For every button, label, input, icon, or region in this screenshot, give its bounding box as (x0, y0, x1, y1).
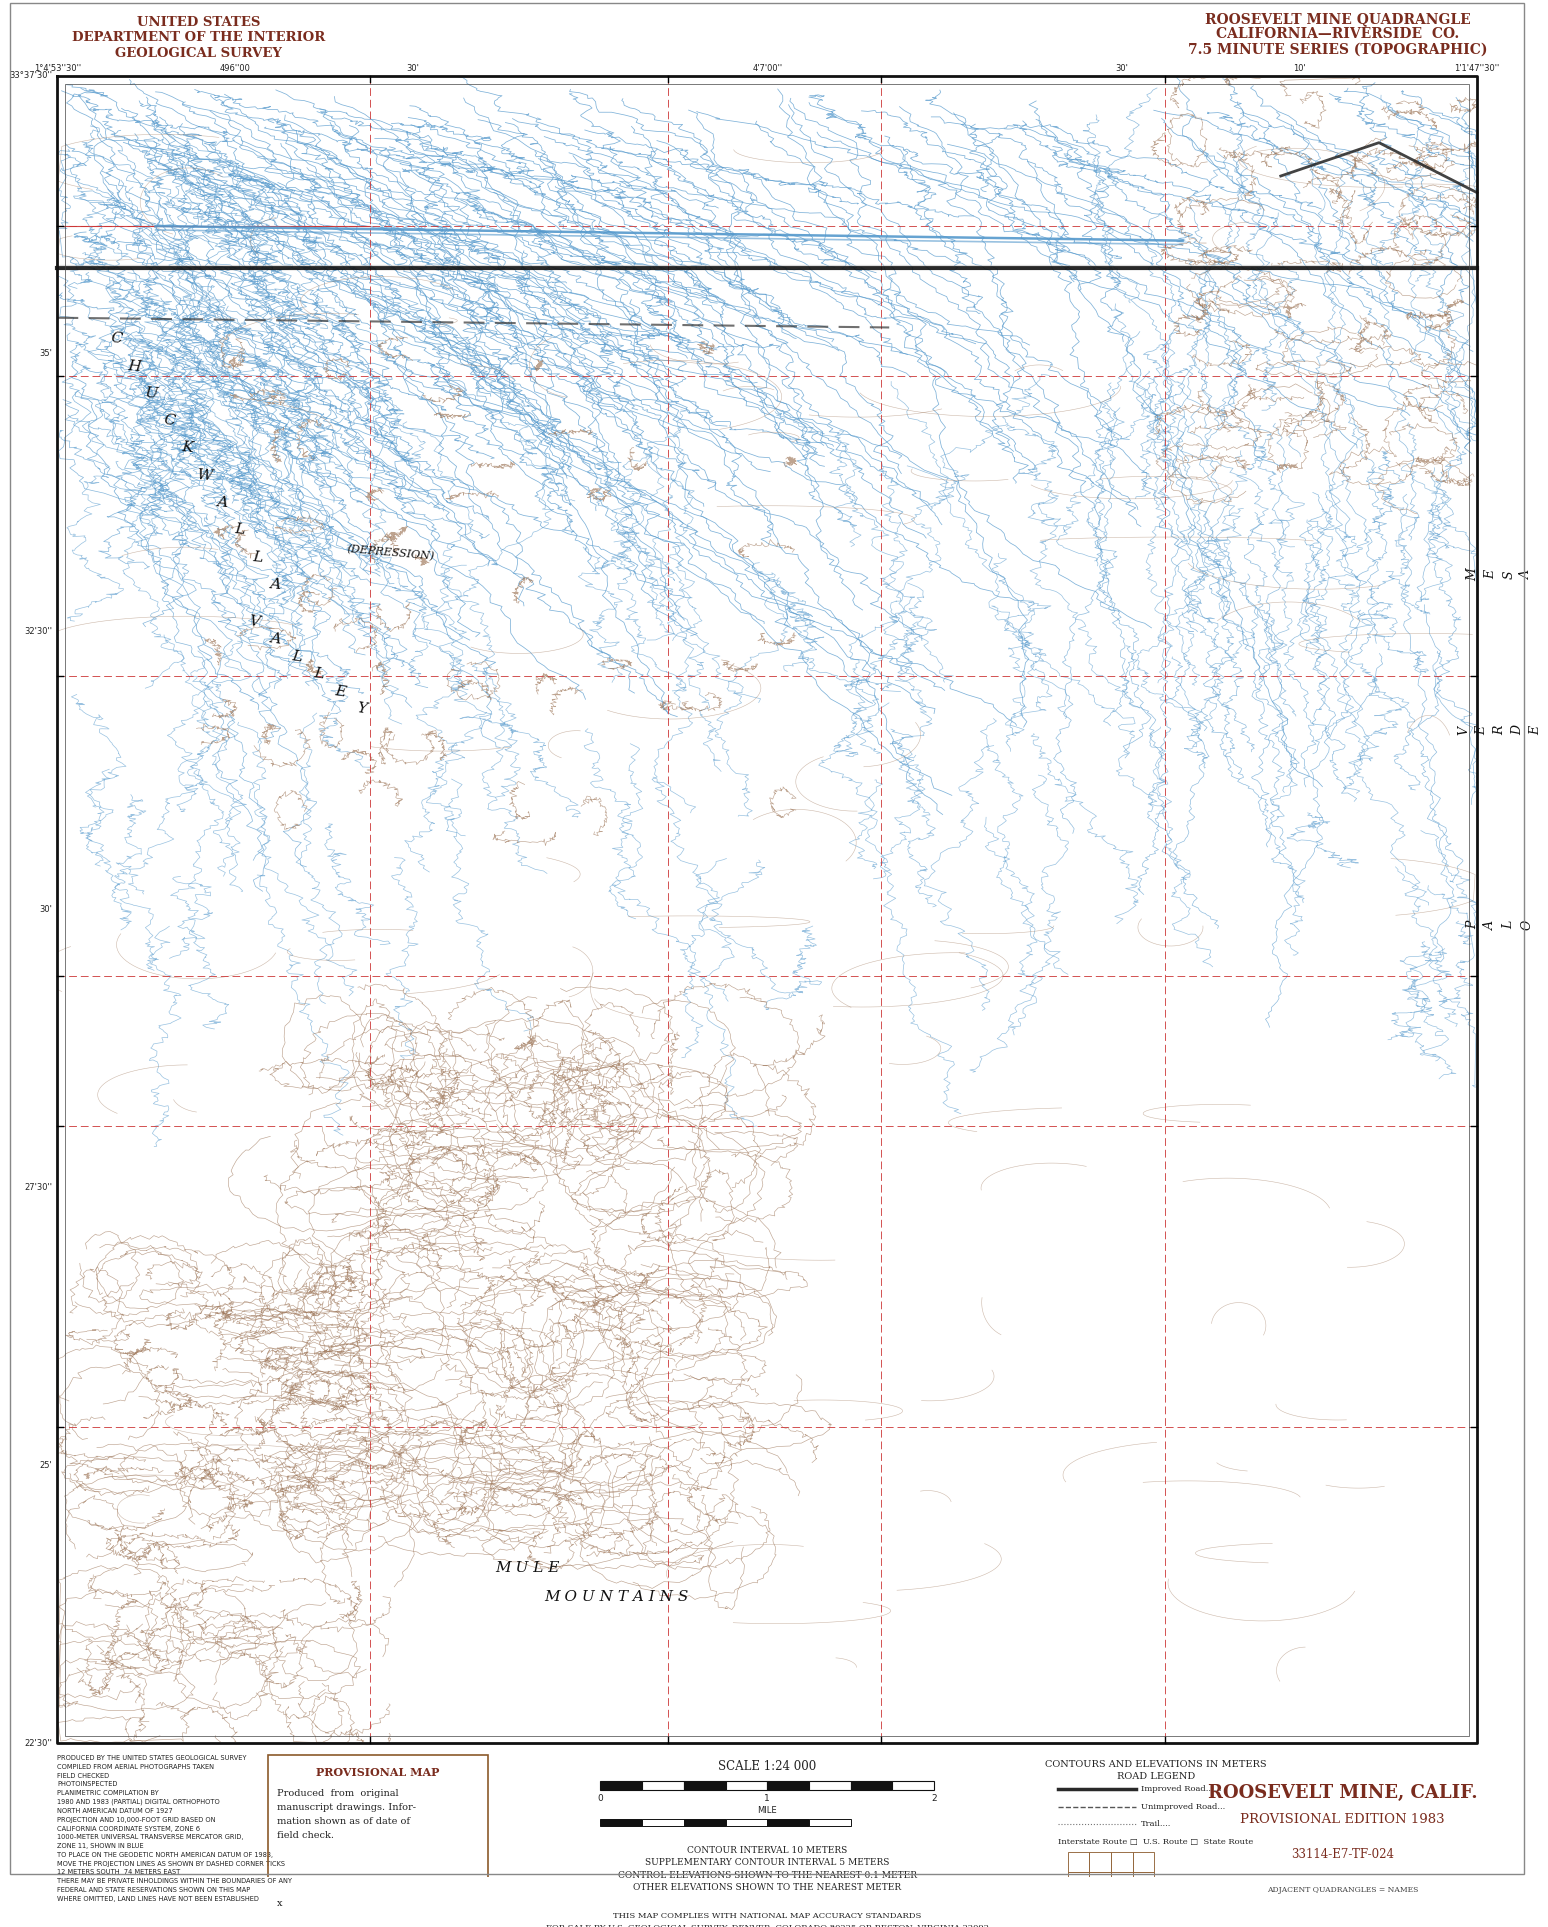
Text: 35': 35' (40, 349, 53, 358)
Text: 27'30'': 27'30'' (25, 1183, 53, 1193)
Bar (893, 1781, 933, 1790)
Text: 1: 1 (765, 1794, 771, 1804)
Bar (768, 1819, 810, 1827)
Text: P
A
L
O: P A L O (1466, 919, 1533, 931)
Text: CONTOUR INTERVAL 10 METERS
SUPPLEMENTARY CONTOUR INTERVAL 5 METERS
CONTROL ELEVA: CONTOUR INTERVAL 10 METERS SUPPLEMENTARY… (618, 1846, 916, 1892)
Text: ROOSEVELT MINE QUADRANGLE: ROOSEVELT MINE QUADRANGLE (1204, 12, 1471, 25)
Text: W: W (197, 468, 214, 484)
Text: UNITED STATES: UNITED STATES (138, 15, 260, 29)
Text: PROVISIONAL MAP: PROVISIONAL MAP (316, 1767, 440, 1779)
Bar (642, 1781, 684, 1790)
Text: 0: 0 (598, 1794, 604, 1804)
Text: 32'30'': 32'30'' (25, 628, 53, 636)
Text: 496''00: 496''00 (220, 64, 251, 73)
Bar (1111, 1892, 1133, 1912)
Text: A: A (269, 632, 282, 647)
Text: C: C (110, 331, 122, 347)
Bar (65, 83, 1469, 1736)
Bar (1090, 1871, 1111, 1892)
Text: A: A (269, 576, 282, 592)
Bar (851, 1781, 893, 1790)
Bar (1133, 1871, 1155, 1892)
Text: 22'30'': 22'30'' (25, 1738, 53, 1748)
Text: 10': 10' (1293, 64, 1307, 73)
Bar (1090, 1852, 1111, 1871)
Text: Y: Y (356, 701, 368, 717)
Bar (642, 1819, 684, 1827)
Bar (726, 1819, 768, 1827)
Bar (1090, 1892, 1111, 1912)
Text: V: V (248, 613, 260, 628)
Text: 33114-E7-TF-024: 33114-E7-TF-024 (1291, 1848, 1395, 1861)
Bar (57, 75, 1477, 1744)
Text: H: H (127, 358, 141, 374)
Text: 30': 30' (1116, 64, 1128, 73)
Text: 4'7'00'': 4'7'00'' (752, 64, 782, 73)
Text: M O U N T A I N S: M O U N T A I N S (543, 1590, 689, 1605)
Text: PRODUCED BY THE UNITED STATES GEOLOGICAL SURVEY
COMPILED FROM AERIAL PHOTOGRAPHS: PRODUCED BY THE UNITED STATES GEOLOGICAL… (57, 1755, 293, 1902)
Bar (810, 1781, 851, 1790)
Bar (1111, 1852, 1133, 1871)
Text: CALIFORNIA—RIVERSIDE  CO.: CALIFORNIA—RIVERSIDE CO. (1217, 27, 1460, 40)
Text: CONTOURS AND ELEVATIONS IN METERS
ROAD LEGEND: CONTOURS AND ELEVATIONS IN METERS ROAD L… (1045, 1759, 1266, 1781)
Text: PROVISIONAL EDITION 1983: PROVISIONAL EDITION 1983 (1240, 1813, 1444, 1827)
Text: C: C (163, 412, 176, 428)
Text: L: L (252, 549, 263, 565)
Text: M
E
S
A: M E S A (1466, 568, 1533, 580)
Text: E: E (334, 684, 347, 700)
Text: MILE: MILE (757, 1806, 777, 1815)
Text: L: L (234, 522, 246, 538)
Text: L: L (313, 667, 325, 682)
Text: Interstate Route □  U.S. Route □  State Route: Interstate Route □ U.S. Route □ State Ro… (1059, 1838, 1254, 1846)
Text: DEPARTMENT OF THE INTERIOR: DEPARTMENT OF THE INTERIOR (73, 31, 325, 44)
Text: (DEPRESSION): (DEPRESSION) (347, 543, 435, 563)
Bar (1068, 1871, 1090, 1892)
Text: 1°4'53''30'': 1°4'53''30'' (34, 64, 80, 73)
Text: 30': 30' (40, 906, 53, 913)
Bar (268, 1755, 489, 1912)
Bar (810, 1819, 851, 1827)
Text: K: K (181, 441, 194, 455)
Text: 33°37'30'': 33°37'30'' (9, 71, 53, 81)
Text: x: x (277, 1900, 283, 1908)
Bar (684, 1781, 726, 1790)
Bar (601, 1819, 642, 1827)
Bar (1111, 1871, 1133, 1892)
Bar (726, 1781, 768, 1790)
Text: SCALE 1:24 000: SCALE 1:24 000 (718, 1759, 816, 1773)
Text: Improved Road......: Improved Road...... (1141, 1784, 1221, 1794)
Text: ROOSEVELT MINE, CALIF.: ROOSEVELT MINE, CALIF. (1207, 1784, 1477, 1802)
Text: 1'1'47''30'': 1'1'47''30'' (1455, 64, 1500, 73)
Bar (601, 1781, 642, 1790)
Text: 25': 25' (40, 1461, 53, 1470)
Text: L: L (291, 649, 303, 665)
Bar (768, 1781, 810, 1790)
Bar (1068, 1892, 1090, 1912)
Text: A: A (217, 495, 229, 511)
Bar (1133, 1852, 1155, 1871)
Bar (1068, 1852, 1090, 1871)
Text: U: U (144, 385, 159, 401)
Text: Produced  from  original
manuscript drawings. Infor-
mation shown as of date of
: Produced from original manuscript drawin… (277, 1788, 416, 1840)
Text: Trail....: Trail.... (1141, 1821, 1172, 1829)
Bar (684, 1819, 726, 1827)
Text: THIS MAP COMPLIES WITH NATIONAL MAP ACCURACY STANDARDS
FOR SALE BY U.S. GEOLOGIC: THIS MAP COMPLIES WITH NATIONAL MAP ACCU… (546, 1912, 989, 1927)
Text: M U L E: M U L E (495, 1561, 560, 1574)
Text: ADJACENT QUADRANGLES = NAMES: ADJACENT QUADRANGLES = NAMES (1266, 1887, 1418, 1894)
Bar (1133, 1892, 1155, 1912)
Text: 7.5 MINUTE SERIES (TOPOGRAPHIC): 7.5 MINUTE SERIES (TOPOGRAPHIC) (1187, 42, 1488, 58)
Text: V
E
R
D
E: V E R D E (1457, 725, 1542, 736)
Text: Unimproved Road...: Unimproved Road... (1141, 1802, 1226, 1811)
Text: GEOLOGICAL SURVEY: GEOLOGICAL SURVEY (115, 46, 282, 60)
Text: 30': 30' (406, 64, 420, 73)
Text: 2: 2 (932, 1794, 937, 1804)
